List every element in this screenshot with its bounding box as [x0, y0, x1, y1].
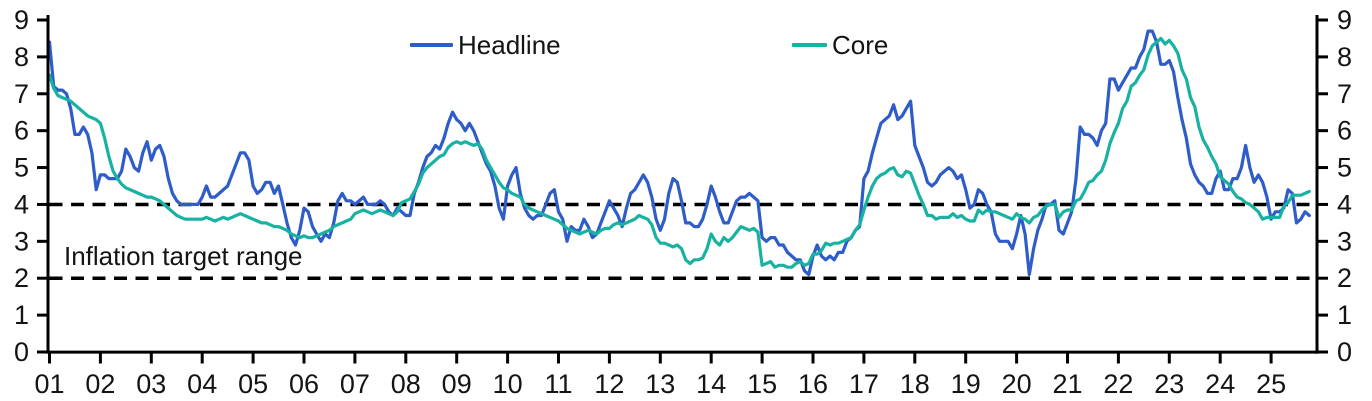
y-tick-label-right-5: 5 — [1337, 153, 1352, 183]
legend-item-headline: Headline — [410, 31, 561, 59]
y-tick-label-left-1: 1 — [14, 300, 29, 330]
x-tick-label-17: 17 — [849, 369, 879, 399]
legend-label-headline: Headline — [458, 30, 561, 60]
x-tick-label-23: 23 — [1154, 369, 1184, 399]
x-tick-label-08: 08 — [391, 369, 421, 399]
y-tick-label-left-2: 2 — [14, 263, 29, 293]
x-tick-label-02: 02 — [85, 369, 115, 399]
y-tick-label-left-3: 3 — [14, 226, 29, 256]
core-line-swatch — [792, 43, 827, 47]
x-tick-label-15: 15 — [747, 369, 777, 399]
x-tick-label-05: 05 — [238, 369, 268, 399]
y-tick-label-left-8: 8 — [14, 42, 29, 72]
inflation-target-range-label: Inflation target range — [64, 241, 303, 271]
x-tick-label-22: 22 — [1103, 369, 1133, 399]
y-tick-label-right-2: 2 — [1337, 263, 1352, 293]
x-tick-label-21: 21 — [1052, 369, 1082, 399]
legend-item-core: Core — [792, 31, 888, 59]
y-tick-label-right-1: 1 — [1337, 300, 1352, 330]
x-tick-label-01: 01 — [34, 369, 64, 399]
y-tick-label-left-6: 6 — [14, 116, 29, 146]
x-tick-label-12: 12 — [594, 369, 624, 399]
x-tick-label-24: 24 — [1205, 369, 1235, 399]
y-tick-label-left-9: 9 — [14, 5, 29, 35]
y-tick-label-left-0: 0 — [14, 337, 29, 367]
x-tick-label-19: 19 — [951, 369, 981, 399]
y-tick-label-right-8: 8 — [1337, 42, 1352, 72]
x-tick-label-03: 03 — [136, 369, 166, 399]
x-tick-label-16: 16 — [798, 369, 828, 399]
y-tick-label-right-6: 6 — [1337, 116, 1352, 146]
x-tick-label-10: 10 — [493, 369, 523, 399]
legend-label-core: Core — [832, 30, 889, 60]
x-tick-label-06: 06 — [289, 369, 319, 399]
x-tick-label-07: 07 — [340, 369, 370, 399]
y-tick-label-right-4: 4 — [1337, 189, 1352, 219]
headline-series-line — [47, 29, 1311, 277]
x-tick-label-14: 14 — [696, 369, 726, 399]
y-tick-label-right-3: 3 — [1337, 226, 1352, 256]
x-tick-label-04: 04 — [187, 369, 217, 399]
x-tick-label-18: 18 — [900, 369, 930, 399]
x-tick-label-11: 11 — [544, 369, 572, 399]
x-tick-label-20: 20 — [1002, 369, 1032, 399]
y-tick-label-right-9: 9 — [1337, 5, 1352, 35]
y-tick-label-left-5: 5 — [14, 153, 29, 183]
y-tick-label-left-4: 4 — [14, 189, 29, 219]
y-tick-label-right-0: 0 — [1337, 337, 1352, 367]
x-tick-label-09: 09 — [442, 369, 472, 399]
x-tick-label-25: 25 — [1256, 369, 1286, 399]
y-tick-label-right-7: 7 — [1337, 79, 1352, 109]
core-series-line — [47, 36, 1311, 269]
x-tick-label-13: 13 — [645, 369, 675, 399]
y-tick-label-left-7: 7 — [14, 79, 29, 109]
headline-line-swatch — [410, 43, 453, 47]
